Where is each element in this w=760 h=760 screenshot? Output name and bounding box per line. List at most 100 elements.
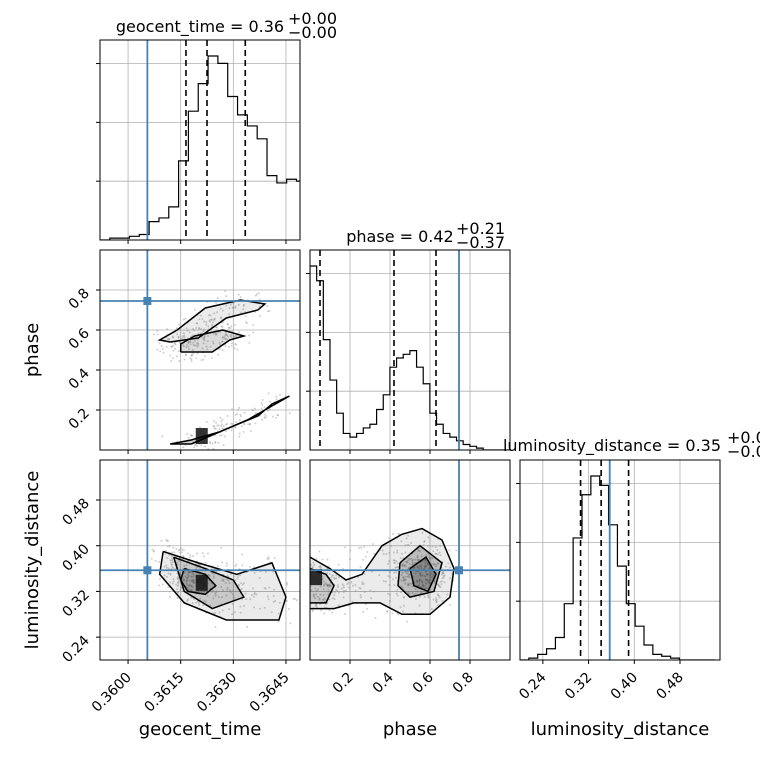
- sample-point: [204, 561, 207, 564]
- panel-content: [100, 40, 300, 240]
- sample-point: [201, 552, 204, 555]
- sample-point: [185, 583, 188, 586]
- sample-point: [277, 414, 280, 417]
- sample-point: [193, 582, 196, 585]
- x-tick-label: 0.40: [608, 670, 641, 703]
- sample-point: [212, 420, 215, 423]
- sample-point: [285, 581, 288, 584]
- sample-point: [263, 416, 266, 419]
- sample-point: [428, 581, 431, 584]
- sample-point: [301, 602, 303, 604]
- sample-point: [220, 546, 223, 549]
- sample-point: [231, 306, 234, 309]
- sample-point: [234, 305, 237, 308]
- sample-point: [222, 321, 225, 324]
- sample-point: [192, 578, 195, 581]
- sample-point: [230, 342, 233, 345]
- sample-point: [336, 589, 339, 592]
- sample-point: [152, 333, 155, 336]
- truth-marker: [143, 566, 152, 575]
- sample-point: [235, 412, 238, 415]
- sample-point: [410, 557, 413, 560]
- sample-point: [393, 561, 396, 564]
- sample-point: [434, 599, 437, 602]
- sample-point: [414, 598, 417, 601]
- sample-point: [425, 573, 428, 576]
- sample-point: [292, 597, 295, 600]
- panel-frame: [99, 459, 301, 661]
- sample-point: [397, 565, 400, 568]
- sample-point: [351, 584, 354, 587]
- sample-point: [214, 332, 217, 335]
- sample-point: [405, 560, 408, 563]
- sample-point: [166, 328, 169, 331]
- sample-point: [423, 559, 426, 562]
- sample-point: [322, 598, 325, 601]
- sample-point: [167, 572, 170, 575]
- sample-point: [428, 556, 431, 559]
- sample-point: [187, 345, 190, 348]
- sample-point: [177, 350, 180, 353]
- sample-point: [171, 356, 174, 359]
- panel-luminosity_distance-geocent_time: 0.24 0.32 0.40 0.48 0.3600 0.3615 0.3630 0.3645: [59, 459, 301, 716]
- sample-point: [230, 613, 233, 616]
- sample-point: [178, 360, 181, 363]
- sample-point: [437, 583, 440, 586]
- sample-point: [426, 573, 429, 576]
- contour-line: [157, 299, 267, 343]
- sample-point: [193, 344, 196, 347]
- sample-point: [194, 339, 197, 342]
- sample-point: [393, 571, 396, 574]
- sample-point: [221, 596, 224, 599]
- sample-point: [198, 426, 201, 429]
- sample-point: [314, 587, 317, 590]
- sample-point: [395, 566, 398, 569]
- sample-point: [288, 412, 291, 415]
- sample-point: [212, 447, 215, 450]
- sample-point: [408, 592, 411, 595]
- sample-point: [201, 347, 204, 350]
- sample-point: [242, 430, 245, 433]
- sample-point: [172, 578, 175, 581]
- sample-point: [346, 583, 349, 586]
- sample-point: [428, 567, 431, 570]
- sample-point: [423, 565, 426, 568]
- sample-point: [215, 590, 218, 593]
- sample-point: [239, 296, 242, 299]
- sample-point: [330, 576, 333, 579]
- sample-point: [191, 453, 193, 455]
- sample-point: [254, 412, 257, 415]
- sample-point: [153, 549, 156, 552]
- sample-point: [201, 317, 204, 320]
- sample-point: [229, 335, 232, 338]
- sample-point: [397, 613, 400, 616]
- sample-point: [235, 420, 238, 423]
- sample-point: [214, 441, 217, 444]
- sample-point: [221, 340, 224, 343]
- sample-point: [414, 588, 417, 591]
- sample-point: [203, 334, 206, 337]
- sample-point: [192, 575, 195, 578]
- sample-point: [165, 566, 168, 569]
- sample-point: [272, 600, 275, 603]
- sample-point: [333, 578, 336, 581]
- sample-point: [306, 565, 308, 567]
- sample-point: [311, 610, 314, 613]
- sample-point: [323, 612, 326, 615]
- sample-point: [331, 596, 334, 599]
- sample-point: [195, 344, 198, 347]
- sample-point: [195, 322, 198, 325]
- sample-point: [200, 359, 203, 362]
- sample-point: [426, 573, 429, 576]
- sample-point: [400, 540, 403, 543]
- x-tick-label: 0.3645: [247, 670, 293, 716]
- sample-point: [203, 336, 206, 339]
- sample-point: [192, 578, 195, 581]
- sample-point: [436, 562, 439, 565]
- sample-point: [171, 557, 174, 560]
- sample-point: [204, 355, 207, 358]
- sample-point: [440, 573, 443, 576]
- sample-point: [208, 574, 211, 577]
- sample-point: [199, 314, 202, 317]
- sample-point: [243, 411, 246, 414]
